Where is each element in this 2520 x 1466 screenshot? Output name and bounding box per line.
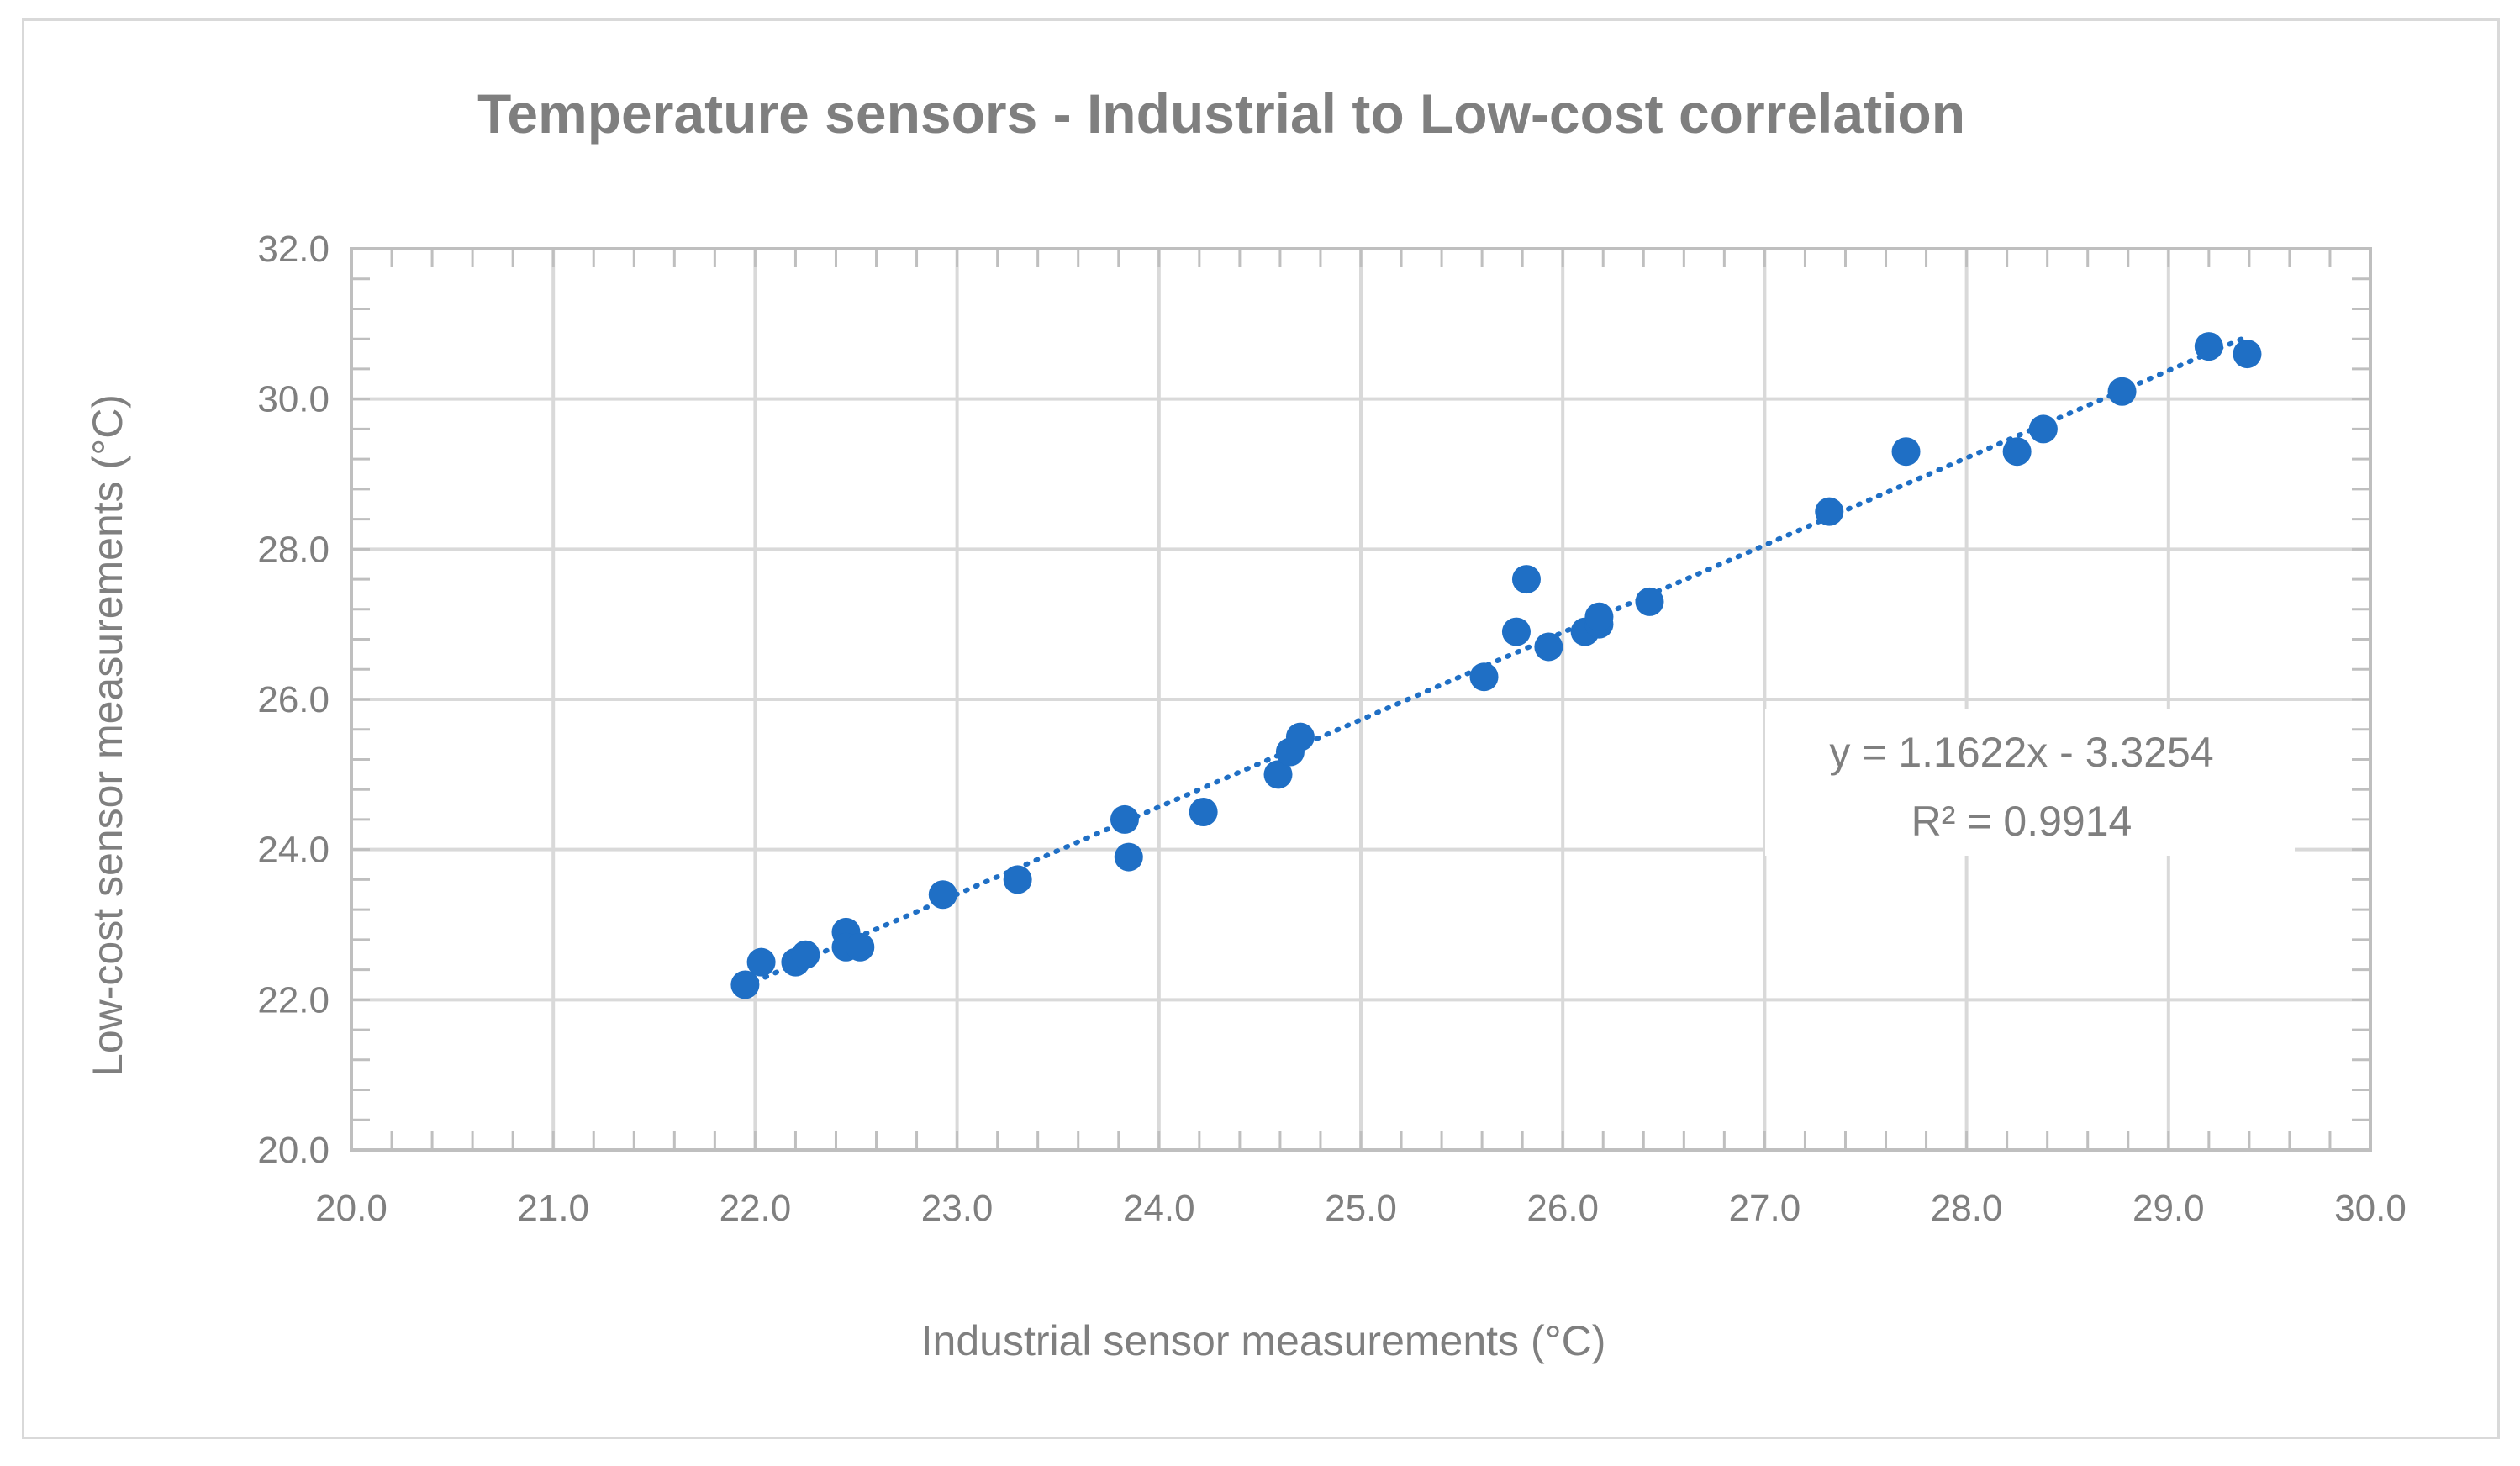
grid-lines [351,249,2370,1150]
data-point [1189,798,1218,826]
x-tick-label: 28.0 [1931,1188,2003,1229]
data-point [1511,565,1541,594]
data-point [2002,437,2032,467]
x-tick-label: 25.0 [1325,1188,1397,1229]
data-point [1263,760,1293,789]
data-point [730,970,760,999]
data-point [1534,632,1563,662]
y-tick-label: 22.0 [257,979,329,1020]
y-axis-label: Low-cost sensor measurements (°C) [84,394,131,1077]
data-point [746,947,776,977]
x-axis-tick-labels: 20.0 21.0 22.0 23.0 24.0 25.0 26.0 27.0 28.0 29.0… [315,1188,2407,1229]
data-point [1815,497,1844,526]
x-tick-label: 21.0 [517,1188,589,1229]
data-point [791,940,820,969]
y-tick-label: 24.0 [257,830,329,871]
plot-area-border [350,247,2372,1152]
x-tick-label: 30.0 [2334,1188,2407,1229]
chart-title: Temperature sensors - Industrial to Low-… [477,82,1965,145]
trendline-equation: y = 1.1622x - 3.3254 [1829,729,2213,776]
data-point [1635,587,1664,616]
y-axis-tick-labels: 20.0 22.0 24.0 26.0 28.0 30.0 32.0 [257,229,329,1171]
x-tick-label: 29.0 [2133,1188,2205,1229]
data-point [1114,842,1143,872]
data-point [1285,722,1315,751]
y-tick-label: 26.0 [257,679,329,720]
data-point [2194,332,2223,361]
data-point [1003,865,1032,894]
data-point [1110,804,1139,834]
data-point [846,932,875,962]
data-point [2107,377,2137,406]
x-tick-label: 20.0 [315,1188,387,1229]
data-point [1469,662,1499,692]
data-point [928,880,957,910]
equation-label-box [1765,709,2295,856]
data-point [1501,617,1531,646]
x-tick-label: 27.0 [1729,1188,1801,1229]
x-tick-label: 22.0 [720,1188,792,1229]
x-tick-label: 24.0 [1123,1188,1195,1229]
y-tick-label: 32.0 [257,229,329,270]
data-point [2233,340,2262,369]
y-tick-label: 28.0 [257,529,329,570]
data-point [1891,437,1921,467]
x-axis-label: Industrial sensor measurements (°C) [921,1317,1606,1364]
data-points [730,332,2262,999]
data-point [1584,602,1614,631]
x-tick-label: 23.0 [921,1188,994,1229]
trendline-r-squared: R² = 0.9914 [1911,798,2133,845]
y-tick-label: 30.0 [257,379,329,420]
y-tick-label: 20.0 [257,1130,329,1171]
trendline [742,334,2250,989]
x-tick-label: 26.0 [1526,1188,1599,1229]
data-point [2028,414,2058,444]
